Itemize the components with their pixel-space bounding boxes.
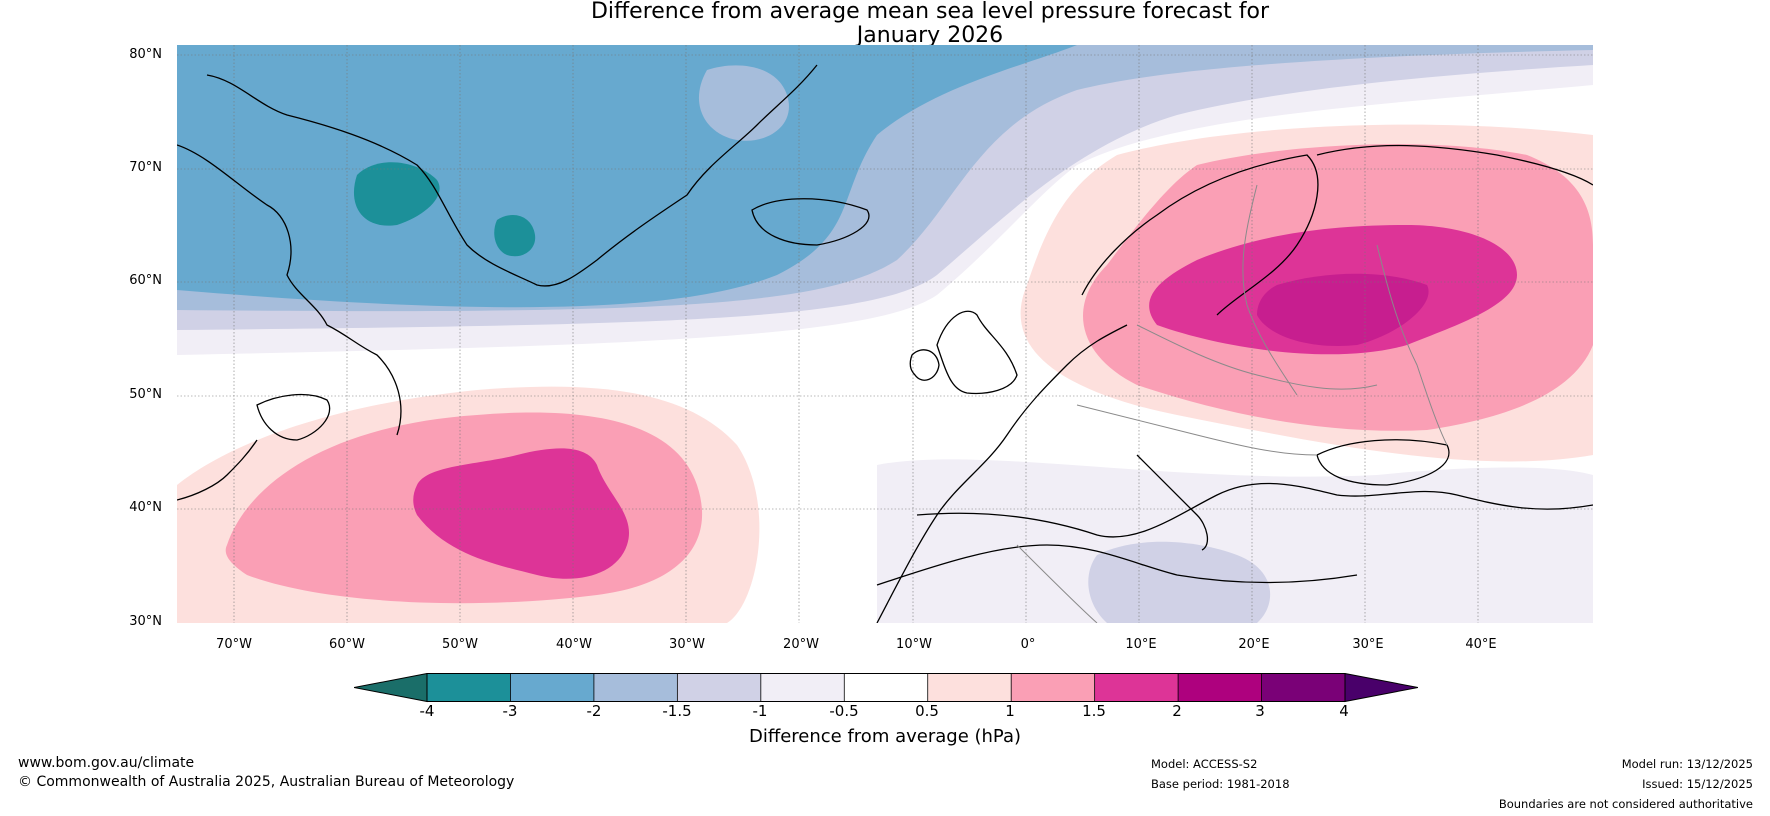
lon-label-10w: 10°W [896, 637, 932, 652]
footer-website: www.bom.gov.au/climate [18, 755, 195, 771]
coastline-iceland [751, 198, 870, 246]
colorbar-segment [927, 673, 1012, 702]
lon-label-20e: 20°E [1238, 637, 1270, 652]
lon-label-50w: 50°W [442, 637, 478, 652]
lat-label-40n: 40°N [129, 500, 162, 515]
colorbar-tick-minus-4: -4 [419, 702, 435, 720]
coastline-north-africa [876, 544, 1358, 586]
anomaly-light-patch-greenland [698, 65, 789, 141]
lat-label-30n: 30°N [129, 614, 162, 629]
lon-label-30e: 30°E [1352, 637, 1384, 652]
colorbar-segment [1178, 673, 1263, 702]
colorbar-tick-minus-1-5: -1.5 [662, 702, 692, 720]
coastline-labrador [177, 144, 402, 436]
anomaly-core-minus-3-b [494, 215, 536, 257]
graticule [177, 45, 1593, 623]
lon-label-20w: 20°W [783, 637, 819, 652]
lat-label-80n: 80°N [129, 47, 162, 62]
border-europe-2 [1076, 404, 1318, 456]
colorbar-tick-3: 3 [1255, 702, 1265, 720]
coastline-italy [1136, 454, 1209, 551]
colorbar-segment [1261, 673, 1346, 702]
colorbar-tick-1: 1 [1005, 702, 1015, 720]
footer-disclaimer: Boundaries are not considered authoritat… [1498, 797, 1753, 811]
colorbar-tick-1-5: 1.5 [1082, 702, 1106, 720]
lon-label-60w: 60°W [329, 637, 365, 652]
country-borders [1016, 184, 1448, 623]
anomaly-core-plus-1-5-atlantic [413, 448, 630, 579]
footer-issued: Issued: 15/12/2025 [1642, 777, 1753, 791]
lon-label-10e: 10°E [1125, 637, 1157, 652]
coastline-europe-west [876, 324, 1128, 623]
lat-label-70n: 70°N [129, 160, 162, 175]
anomaly-band-minus-2 [177, 45, 1077, 308]
colorbar-extend-min [353, 672, 428, 703]
colorbar-tick-minus-1: -1 [752, 702, 768, 720]
colorbar-label: Difference from average (hPa) [748, 726, 1022, 747]
colorbar-segment [1011, 673, 1096, 702]
pressure-anomaly-map [177, 45, 1593, 623]
colorbar-segment [1094, 673, 1179, 702]
colorbar [353, 672, 1419, 707]
coastline-britain [936, 310, 1018, 395]
coastline-scandinavia [1081, 154, 1319, 316]
footer-base-period: Base period: 1981-2018 [1151, 777, 1290, 791]
footer-model: Model: ACCESS-S2 [1151, 757, 1258, 771]
lat-label-60n: 60°N [129, 273, 162, 288]
footer-copyright: © Commonwealth of Australia 2025, Austra… [18, 774, 515, 790]
colorbar-segment [593, 673, 678, 702]
coastlines [177, 64, 1593, 623]
coastline-russia-arctic [1316, 144, 1593, 186]
anomaly-band-minus-0-5-south [877, 459, 1593, 623]
anomaly-core-minus-3-a [353, 162, 440, 226]
coastline-us-east [177, 439, 258, 501]
title-line-2: January 2026 [856, 23, 1004, 48]
coastline-newfoundland [256, 393, 331, 441]
border-europe-3 [1242, 184, 1298, 396]
lon-label-40e: 40°E [1465, 637, 1497, 652]
colorbar-segment [510, 673, 595, 702]
border-europe-1 [1136, 324, 1378, 390]
border-europe-4 [1376, 244, 1448, 446]
title-line-1: Difference from average mean sea level p… [590, 0, 1270, 24]
colorbar-tick-minus-3: -3 [502, 702, 518, 720]
colorbar-svg [353, 672, 1419, 703]
colorbar-tick-minus-2: -2 [586, 702, 602, 720]
colorbar-segment [760, 673, 845, 702]
colorbar-segment [427, 673, 511, 702]
colorbar-tick-2: 2 [1172, 702, 1182, 720]
map-svg [177, 45, 1593, 623]
colorbar-tick-4: 4 [1339, 702, 1349, 720]
coastline-greenland [206, 64, 818, 287]
colorbar-segment [844, 673, 929, 702]
lon-label-40w: 40°W [556, 637, 592, 652]
border-north-africa [1016, 544, 1098, 623]
coastline-ireland [909, 349, 940, 381]
coastline-black-sea [1316, 439, 1450, 486]
colorbar-tick-minus-0-5: -0.5 [829, 702, 859, 720]
lat-label-50n: 50°N [129, 387, 162, 402]
footer-model-run: Model run: 13/12/2025 [1621, 757, 1753, 771]
chart-title: Difference from average mean sea level p… [0, 0, 1770, 48]
lon-label-70w: 70°W [216, 637, 252, 652]
lon-label-0: 0° [1020, 637, 1036, 652]
colorbar-tick-0-5: 0.5 [915, 702, 939, 720]
lon-label-30w: 30°W [669, 637, 705, 652]
colorbar-extend-max [1344, 672, 1419, 703]
anomaly-core-plus-2-europe [1257, 273, 1429, 346]
coastline-mediterranean [916, 482, 1593, 538]
colorbar-segment [677, 673, 762, 702]
colorbar-outline [426, 673, 1346, 702]
